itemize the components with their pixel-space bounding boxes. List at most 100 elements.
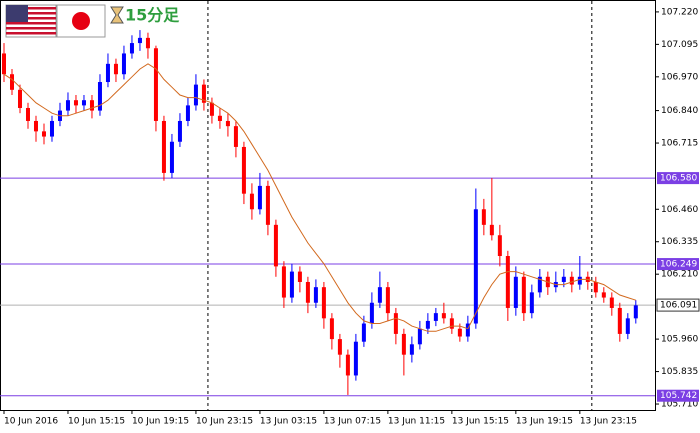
candle-body: [17, 89, 22, 108]
candle-body: [489, 224, 494, 236]
candle-body: [177, 120, 182, 142]
y-tick-label: 105.960: [661, 335, 698, 345]
y-tick-label: 105.710: [661, 400, 698, 410]
candle-body: [241, 146, 246, 194]
candle-body: [353, 341, 358, 376]
y-tick-label: 107.095: [661, 40, 698, 50]
candle-body: [137, 37, 142, 44]
x-tick-label: 13 Jun 19:15: [516, 417, 573, 427]
candle-body: [161, 120, 166, 173]
x-tick-label: 10 Jun 23:15: [196, 417, 253, 427]
x-tick-label: 13 Jun 03:15: [260, 417, 317, 427]
candle-body: [201, 84, 206, 103]
candle-body: [425, 320, 430, 329]
candle-body: [105, 63, 110, 83]
candle-body: [257, 185, 262, 210]
candle-body: [49, 120, 54, 137]
candle-body: [377, 287, 382, 303]
y-tick-label: 105.835: [661, 367, 698, 377]
x-tick-label: 13 Jun 11:15: [388, 417, 445, 427]
candle-body: [521, 276, 526, 314]
level-label: 106.580: [660, 174, 697, 184]
x-tick-label: 10 Jun 2016: [4, 417, 58, 427]
current-price-label: 106.091: [660, 301, 697, 311]
candle-body: [33, 120, 38, 132]
candle-body: [25, 107, 30, 121]
plot-area: [0, 1, 655, 410]
candle-body: [369, 302, 374, 324]
y-tick-label: 106.335: [661, 237, 698, 247]
candle-body: [465, 323, 470, 337]
candle-body: [449, 318, 454, 329]
x-tick-label: 10 Jun 19:15: [132, 417, 189, 427]
candle-body: [529, 292, 534, 314]
candle-body: [593, 281, 598, 293]
candle-body: [505, 256, 510, 308]
x-tick-label: 13 Jun 15:15: [452, 417, 509, 427]
candle-body: [417, 328, 422, 345]
candle-body: [97, 82, 102, 111]
candle-body: [41, 131, 46, 137]
candle-body: [513, 276, 518, 308]
x-tick-label: 13 Jun 23:15: [580, 417, 637, 427]
candle-body: [481, 209, 486, 225]
timeframe-label: 15分足: [125, 6, 180, 25]
level-label-box: [657, 258, 699, 271]
candle-body: [441, 313, 446, 319]
candle-body: [249, 193, 254, 210]
candle-body: [497, 235, 502, 257]
candle-body: [89, 100, 94, 111]
candle-body: [633, 305, 638, 319]
hourglass-icon: [110, 6, 124, 24]
candle-body: [281, 266, 286, 298]
level-label: 106.249: [660, 260, 697, 270]
candle-body: [625, 318, 630, 334]
candle-body: [601, 292, 606, 298]
current-price-box: [656, 298, 700, 312]
candle-body: [129, 43, 134, 54]
candle-body: [609, 297, 614, 308]
candle-body: [409, 344, 414, 355]
y-tick-label: 106.715: [661, 139, 698, 149]
us-flag: [5, 4, 57, 38]
candle-body: [145, 37, 150, 49]
candle-body: [577, 276, 582, 285]
candle-body: [209, 102, 214, 116]
candle-body: [9, 74, 14, 90]
candle-body: [473, 209, 478, 324]
candle-body: [1, 53, 6, 75]
candle-body: [113, 63, 118, 75]
candle-body: [321, 287, 326, 319]
candle-body: [569, 276, 574, 285]
candle-body: [121, 53, 126, 75]
candle-body: [617, 307, 622, 334]
candle-body: [361, 323, 366, 342]
candle-body: [289, 271, 294, 298]
candle-body: [385, 287, 390, 314]
level-label-box: [657, 172, 699, 185]
candle-body: [329, 318, 334, 340]
plot-frame: [0, 0, 656, 411]
candle-body: [153, 48, 158, 121]
candle-body: [233, 126, 238, 147]
candle-body: [457, 328, 462, 337]
y-tick-label: 107.220: [661, 7, 698, 17]
candle-body: [401, 333, 406, 355]
candle-body: [313, 287, 318, 303]
candle-body: [537, 276, 542, 293]
japan-flag: [56, 4, 106, 38]
candle-body: [185, 105, 190, 121]
x-tick-label: 13 Jun 07:15: [324, 417, 381, 427]
candle-body: [345, 354, 350, 376]
level-label-box: [657, 389, 699, 402]
candle-body: [217, 115, 222, 121]
candle-body: [265, 185, 270, 225]
y-tick-label: 106.210: [661, 270, 698, 280]
candle-body: [169, 141, 174, 173]
candle-body: [73, 100, 78, 106]
candle-body: [65, 100, 70, 111]
candle-body: [81, 100, 86, 106]
candle-body: [225, 120, 230, 127]
